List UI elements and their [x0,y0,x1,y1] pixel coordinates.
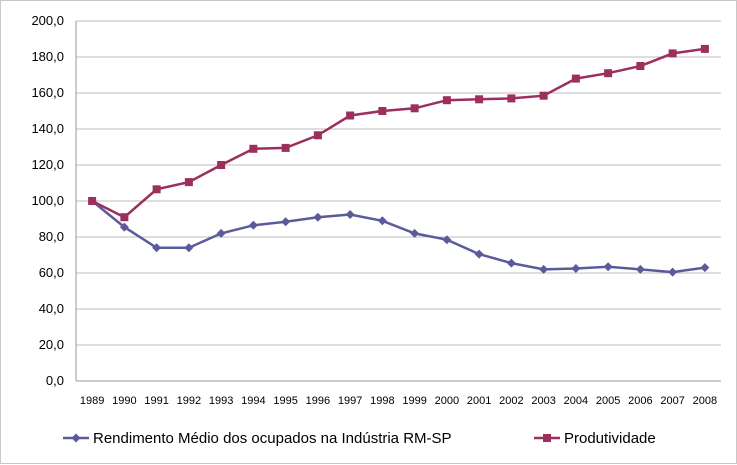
x-tick-label: 1995 [273,395,297,407]
data-point [636,62,645,70]
x-tick-label: 2004 [564,395,588,407]
x-tick-label: 1996 [306,395,330,407]
data-point [474,249,484,259]
legend: Rendimento Médio dos ocupados na Indústr… [63,430,656,447]
data-point [603,262,613,272]
series-line-1 [91,200,706,274]
y-tick-label: 140,0 [31,121,64,136]
data-point [506,258,516,268]
data-point [700,44,709,53]
data-point [249,144,258,153]
data-point [475,95,484,104]
y-tick-label: 80,0 [39,229,64,244]
y-tick-label: 120,0 [31,157,64,172]
data-point [119,222,129,232]
data-point [152,185,161,194]
legend-marker-2 [543,434,551,442]
x-tick-label: 1992 [177,395,201,407]
data-point [442,235,452,245]
x-tick-label: 1989 [80,395,104,407]
data-point [668,49,677,58]
data-point [410,104,419,113]
legend-label-1: Rendimento Médio dos ocupados na Indústr… [93,430,452,447]
data-point [378,107,387,115]
x-tick-label: 2000 [435,395,459,407]
series-group [87,44,710,277]
y-tick-label: 160,0 [31,85,64,100]
x-tick-label: 1999 [402,395,426,407]
x-tick-label: 2006 [628,395,652,407]
x-tick-label: 2007 [660,395,684,407]
x-tick-label: 1990 [112,395,136,407]
x-tick-label: 2008 [693,395,717,407]
data-point [700,263,710,273]
x-tick-label: 2005 [596,395,620,407]
x-tick-label: 1997 [338,395,362,407]
x-tick-label: 1993 [209,395,233,407]
data-point [88,197,97,205]
y-tick-label: 180,0 [31,49,64,64]
x-tick-label: 1998 [370,395,394,407]
data-point [281,217,291,227]
x-tick-label: 2001 [467,395,491,407]
series-line-2 [91,47,706,219]
data-point [668,267,678,277]
data-point [313,131,322,140]
data-point [217,161,226,169]
y-tick-label: 40,0 [39,301,64,316]
data-point [346,111,355,120]
data-point [604,69,613,78]
x-tick-label: 1994 [241,395,265,407]
data-point [507,94,516,103]
y-tick-label: 200,0 [31,13,64,28]
data-point [184,243,194,253]
legend-label-2: Produtividade [564,430,656,447]
data-point [313,212,323,222]
data-point [184,178,193,187]
data-point [571,264,581,273]
data-point [377,216,387,226]
x-tick-label: 2003 [531,395,555,407]
y-tick-label: 60,0 [39,265,64,280]
data-point [539,91,548,100]
data-point [410,228,420,238]
data-point [539,264,549,274]
y-axis-ticks: 0,0 20,0 40,0 60,0 80,0 100,0 120,0 140,0 160,0 1… [31,13,64,388]
y-tick-label: 0,0 [46,373,64,388]
data-point [120,213,129,222]
y-tick-label: 20,0 [39,337,64,352]
x-tick-label: 2002 [499,395,523,407]
data-point [571,74,580,83]
data-point [442,96,451,105]
y-tick-label: 100,0 [31,193,64,208]
data-point [216,228,226,238]
data-point [635,264,645,274]
gridlines [75,20,721,382]
x-axis-ticks: 1989 1990 1991 1992 1993 1994 1995 1996 1997 1998… [80,395,717,407]
legend-marker-1 [71,433,81,443]
data-point [152,243,162,253]
data-point [345,210,355,219]
x-tick-label: 1991 [144,395,168,407]
data-point [281,143,290,152]
data-point [248,220,258,230]
